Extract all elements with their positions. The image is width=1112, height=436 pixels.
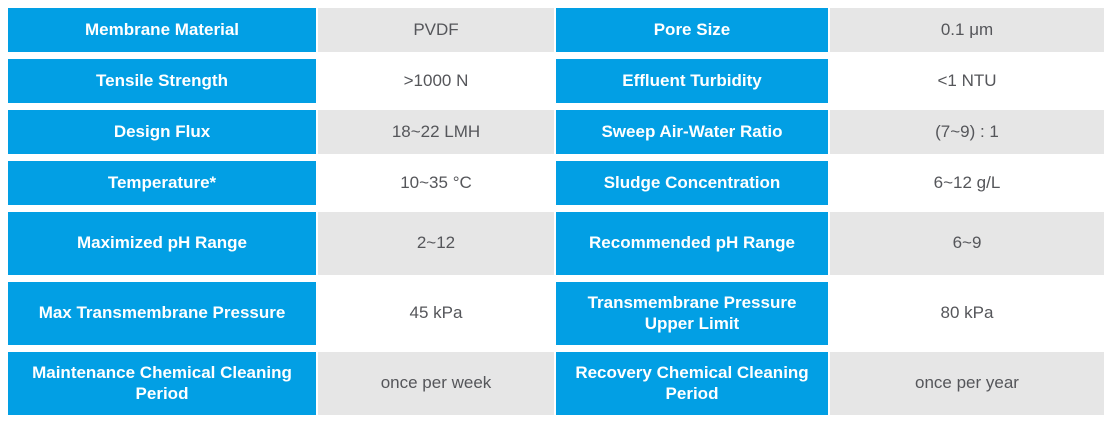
spec-value-design-flux: 18~22 LMH — [318, 110, 554, 154]
spec-value-effluent-turbidity: <1 NTU — [830, 59, 1104, 103]
spec-label-sludge-concentration: Sludge Concentration — [556, 161, 828, 205]
spec-label-tensile-strength: Tensile Strength — [8, 59, 316, 103]
spec-value-sweep-air-water-ratio: (7~9) : 1 — [830, 110, 1104, 154]
spec-label-maximized-ph-range: Maximized pH Range — [8, 212, 316, 275]
spec-value-sludge-concentration: 6~12 g/L — [830, 161, 1104, 205]
spec-label-recovery-chemical-cleaning-period: Recovery Chemical Cleaning Period — [556, 352, 828, 415]
spec-value-tensile-strength: >1000 N — [318, 59, 554, 103]
spec-value-max-transmembrane-pressure: 45 kPa — [318, 282, 554, 345]
spec-value-maximized-ph-range: 2~12 — [318, 212, 554, 275]
spec-label-recommended-ph-range: Recommended pH Range — [556, 212, 828, 275]
spec-value-temperature: 10~35 °C — [318, 161, 554, 205]
spec-value-pore-size: 0.1 μm — [830, 8, 1104, 52]
spec-value-membrane-material: PVDF — [318, 8, 554, 52]
spec-label-temperature: Temperature* — [8, 161, 316, 205]
spec-value-recovery-chemical-cleaning-period: once per year — [830, 352, 1104, 415]
spec-value-recommended-ph-range: 6~9 — [830, 212, 1104, 275]
spec-value-transmembrane-pressure-upper-limit: 80 kPa — [830, 282, 1104, 345]
spec-value-maintenance-chemical-cleaning-period: once per week — [318, 352, 554, 415]
spec-label-membrane-material: Membrane Material — [8, 8, 316, 52]
spec-label-design-flux: Design Flux — [8, 110, 316, 154]
spec-label-sweep-air-water-ratio: Sweep Air-Water Ratio — [556, 110, 828, 154]
spec-label-pore-size: Pore Size — [556, 8, 828, 52]
spec-label-effluent-turbidity: Effluent Turbidity — [556, 59, 828, 103]
spec-table: Membrane Material PVDF Pore Size 0.1 μm … — [8, 8, 1104, 415]
spec-label-maintenance-chemical-cleaning-period: Maintenance Chemical Cleaning Period — [8, 352, 316, 415]
spec-label-max-transmembrane-pressure: Max Transmembrane Pressure — [8, 282, 316, 345]
spec-label-transmembrane-pressure-upper-limit: Transmembrane Pressure Upper Limit — [556, 282, 828, 345]
